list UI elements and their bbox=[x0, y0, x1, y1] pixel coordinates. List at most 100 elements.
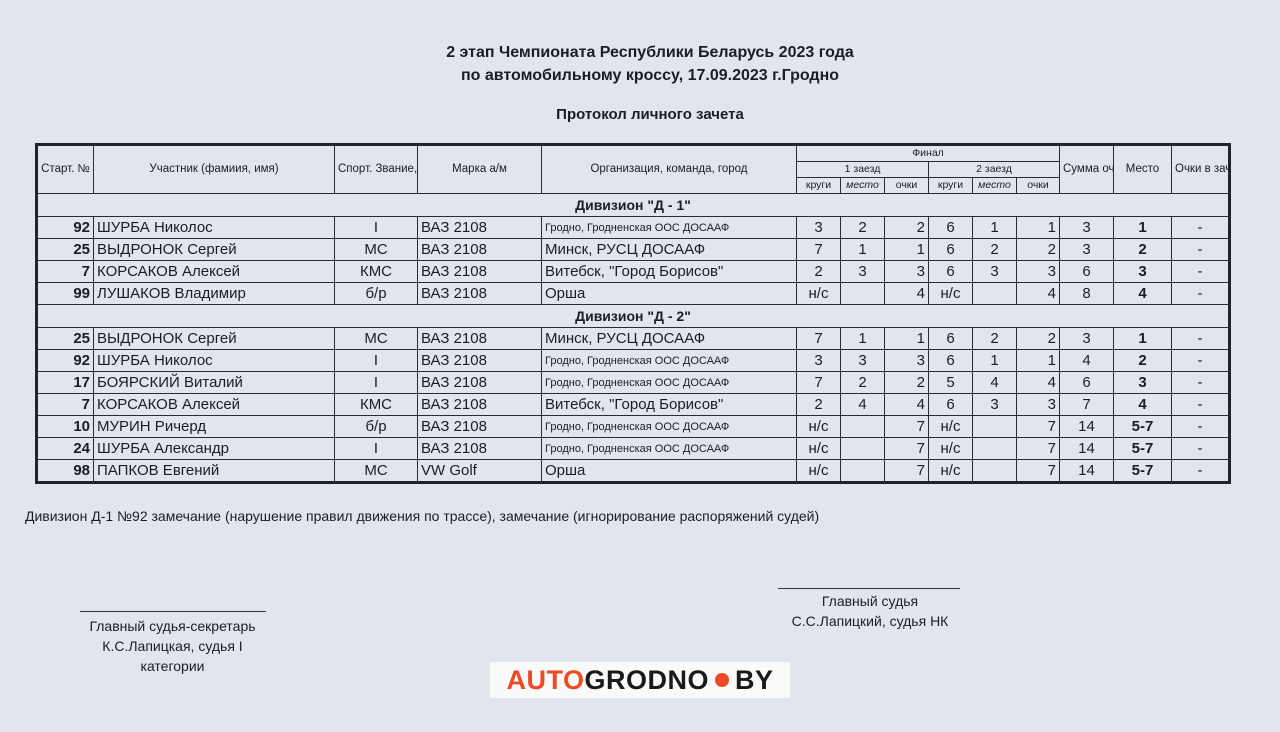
h1-position-cell: 3 bbox=[840, 260, 885, 283]
h2-points-cell: 1 bbox=[1016, 216, 1060, 239]
header-rank: Спорт. Звание, разряд bbox=[334, 144, 418, 194]
place-cell: 2 bbox=[1113, 238, 1172, 261]
table-row: 7 КОРСАКОВ Алексей КМС ВАЗ 2108 Витебск, "Го… bbox=[36, 393, 1230, 416]
sum-cell: 6 bbox=[1059, 260, 1114, 283]
h2-position-cell: 1 bbox=[972, 349, 1017, 372]
h2-points-cell: 3 bbox=[1016, 393, 1060, 416]
h1-laps-cell: 7 bbox=[796, 238, 841, 261]
h2-position-cell bbox=[972, 415, 1017, 438]
header-h2-position: место bbox=[972, 177, 1017, 194]
table-row: 24 ШУРБА Александр I ВАЗ 2108 Гродно, Гродне… bbox=[36, 437, 1230, 460]
org-cell: Витебск, "Город Борисов" bbox=[541, 260, 797, 283]
credit-points-cell: - bbox=[1171, 437, 1230, 460]
start-no-cell: 7 bbox=[36, 260, 94, 283]
car-cell: ВАЗ 2108 bbox=[417, 327, 542, 350]
header-heat2: 2 заезд bbox=[928, 161, 1060, 178]
h1-position-cell: 2 bbox=[840, 216, 885, 239]
h2-laps-cell: н/с bbox=[928, 437, 973, 460]
chief-name: С.С.Лапицкий, судья НК bbox=[791, 613, 949, 629]
rank-cell: МС bbox=[334, 327, 418, 350]
secretary-title: Главный судья-секретарь bbox=[89, 618, 256, 634]
h1-points-cell: 4 bbox=[884, 393, 929, 416]
document-subtitle: Протокол личного зачета bbox=[556, 106, 744, 123]
table-row: 25 ВЫДРОНОК Сергей МС ВАЗ 2108 Минск, РУСЦ Д… bbox=[36, 238, 1230, 261]
car-cell: ВАЗ 2108 bbox=[417, 437, 542, 460]
org-cell: Гродно, Гродненская ООС ДОСААФ bbox=[541, 437, 797, 460]
header-org: Организация, команда, город bbox=[541, 144, 797, 194]
rank-cell: б/р bbox=[334, 282, 418, 305]
signature-line-chief bbox=[778, 588, 960, 589]
h2-laps-cell: 6 bbox=[928, 260, 973, 283]
table-row: 92 ШУРБА Николос I ВАЗ 2108 Гродно, Гродненс… bbox=[36, 216, 1230, 239]
start-no-cell: 92 bbox=[36, 349, 94, 372]
h2-position-cell: 1 bbox=[972, 216, 1017, 239]
header-place: Место bbox=[1113, 144, 1172, 194]
org-cell: Гродно, Гродненская ООС ДОСААФ bbox=[541, 349, 797, 372]
h1-laps-cell: 7 bbox=[796, 327, 841, 350]
participant-cell: ВЫДРОНОК Сергей bbox=[93, 327, 335, 350]
remark-note: Дивизион Д-1 №92 замечание (нарушение пр… bbox=[25, 508, 820, 524]
place-cell: 3 bbox=[1113, 260, 1172, 283]
h1-points-cell: 3 bbox=[884, 349, 929, 372]
h1-laps-cell: н/с bbox=[796, 459, 841, 483]
h1-points-cell: 7 bbox=[884, 459, 929, 483]
h1-position-cell: 1 bbox=[840, 238, 885, 261]
sum-cell: 14 bbox=[1059, 437, 1114, 460]
participant-cell: КОРСАКОВ Алексей bbox=[93, 260, 335, 283]
h1-position-cell bbox=[840, 459, 885, 483]
h2-position-cell: 2 bbox=[972, 238, 1017, 261]
rank-cell: I bbox=[334, 371, 418, 394]
sum-cell: 6 bbox=[1059, 371, 1114, 394]
participant-cell: КОРСАКОВ Алексей bbox=[93, 393, 335, 416]
h1-laps-cell: 2 bbox=[796, 393, 841, 416]
h2-laps-cell: н/с bbox=[928, 282, 973, 305]
place-cell: 1 bbox=[1113, 216, 1172, 239]
h2-points-cell: 2 bbox=[1016, 327, 1060, 350]
h2-points-cell: 2 bbox=[1016, 238, 1060, 261]
h1-position-cell: 3 bbox=[840, 349, 885, 372]
car-cell: ВАЗ 2108 bbox=[417, 393, 542, 416]
start-no-cell: 7 bbox=[36, 393, 94, 416]
h1-points-cell: 3 bbox=[884, 260, 929, 283]
h1-points-cell: 7 bbox=[884, 437, 929, 460]
start-no-cell: 17 bbox=[36, 371, 94, 394]
table-row: 98 ПАПКОВ Евгений МС VW Golf Орша н/с 7 н/с 7 14 5… bbox=[36, 459, 1230, 483]
participant-cell: БОЯРСКИЙ Виталий bbox=[93, 371, 335, 394]
car-cell: ВАЗ 2108 bbox=[417, 415, 542, 438]
h2-position-cell bbox=[972, 459, 1017, 483]
h2-points-cell: 7 bbox=[1016, 437, 1060, 460]
division-title: Дивизион "Д - 2" bbox=[36, 304, 1230, 328]
org-cell: Минск, РУСЦ ДОСААФ bbox=[541, 238, 797, 261]
h2-points-cell: 4 bbox=[1016, 371, 1060, 394]
h1-laps-cell: н/с bbox=[796, 437, 841, 460]
h1-points-cell: 4 bbox=[884, 282, 929, 305]
participant-cell: ПАПКОВ Евгений bbox=[93, 459, 335, 483]
h2-laps-cell: 6 bbox=[928, 238, 973, 261]
credit-points-cell: - bbox=[1171, 216, 1230, 239]
h1-points-cell: 7 bbox=[884, 415, 929, 438]
rank-cell: I bbox=[334, 437, 418, 460]
participant-cell: ШУРБА Николос bbox=[93, 349, 335, 372]
credit-points-cell: - bbox=[1171, 415, 1230, 438]
h2-laps-cell: 6 bbox=[928, 327, 973, 350]
start-no-cell: 92 bbox=[36, 216, 94, 239]
table-row: 92 ШУРБА Николос I ВАЗ 2108 Гродно, Гродненс… bbox=[36, 349, 1230, 372]
h2-points-cell: 7 bbox=[1016, 459, 1060, 483]
h1-points-cell: 1 bbox=[884, 327, 929, 350]
org-cell: Орша bbox=[541, 282, 797, 305]
participant-cell: ШУРБА Александр bbox=[93, 437, 335, 460]
h1-laps-cell: 7 bbox=[796, 371, 841, 394]
credit-points-cell: - bbox=[1171, 238, 1230, 261]
place-cell: 3 bbox=[1113, 371, 1172, 394]
h1-laps-cell: 2 bbox=[796, 260, 841, 283]
header-car: Марка а/м bbox=[417, 144, 542, 194]
rank-cell: б/р bbox=[334, 415, 418, 438]
logo-part-grodno: GRODNO bbox=[584, 664, 709, 695]
table-row: 99 ЛУШАКОВ Владимир б/р ВАЗ 2108 Орша н/с 4 н/с… bbox=[36, 282, 1230, 305]
sum-cell: 3 bbox=[1059, 327, 1114, 350]
h2-laps-cell: н/с bbox=[928, 415, 973, 438]
h2-laps-cell: н/с bbox=[928, 459, 973, 483]
h2-laps-cell: 5 bbox=[928, 371, 973, 394]
h1-laps-cell: 3 bbox=[796, 216, 841, 239]
table-row: 17 БОЯРСКИЙ Виталий I ВАЗ 2108 Гродно, Гродн… bbox=[36, 371, 1230, 394]
